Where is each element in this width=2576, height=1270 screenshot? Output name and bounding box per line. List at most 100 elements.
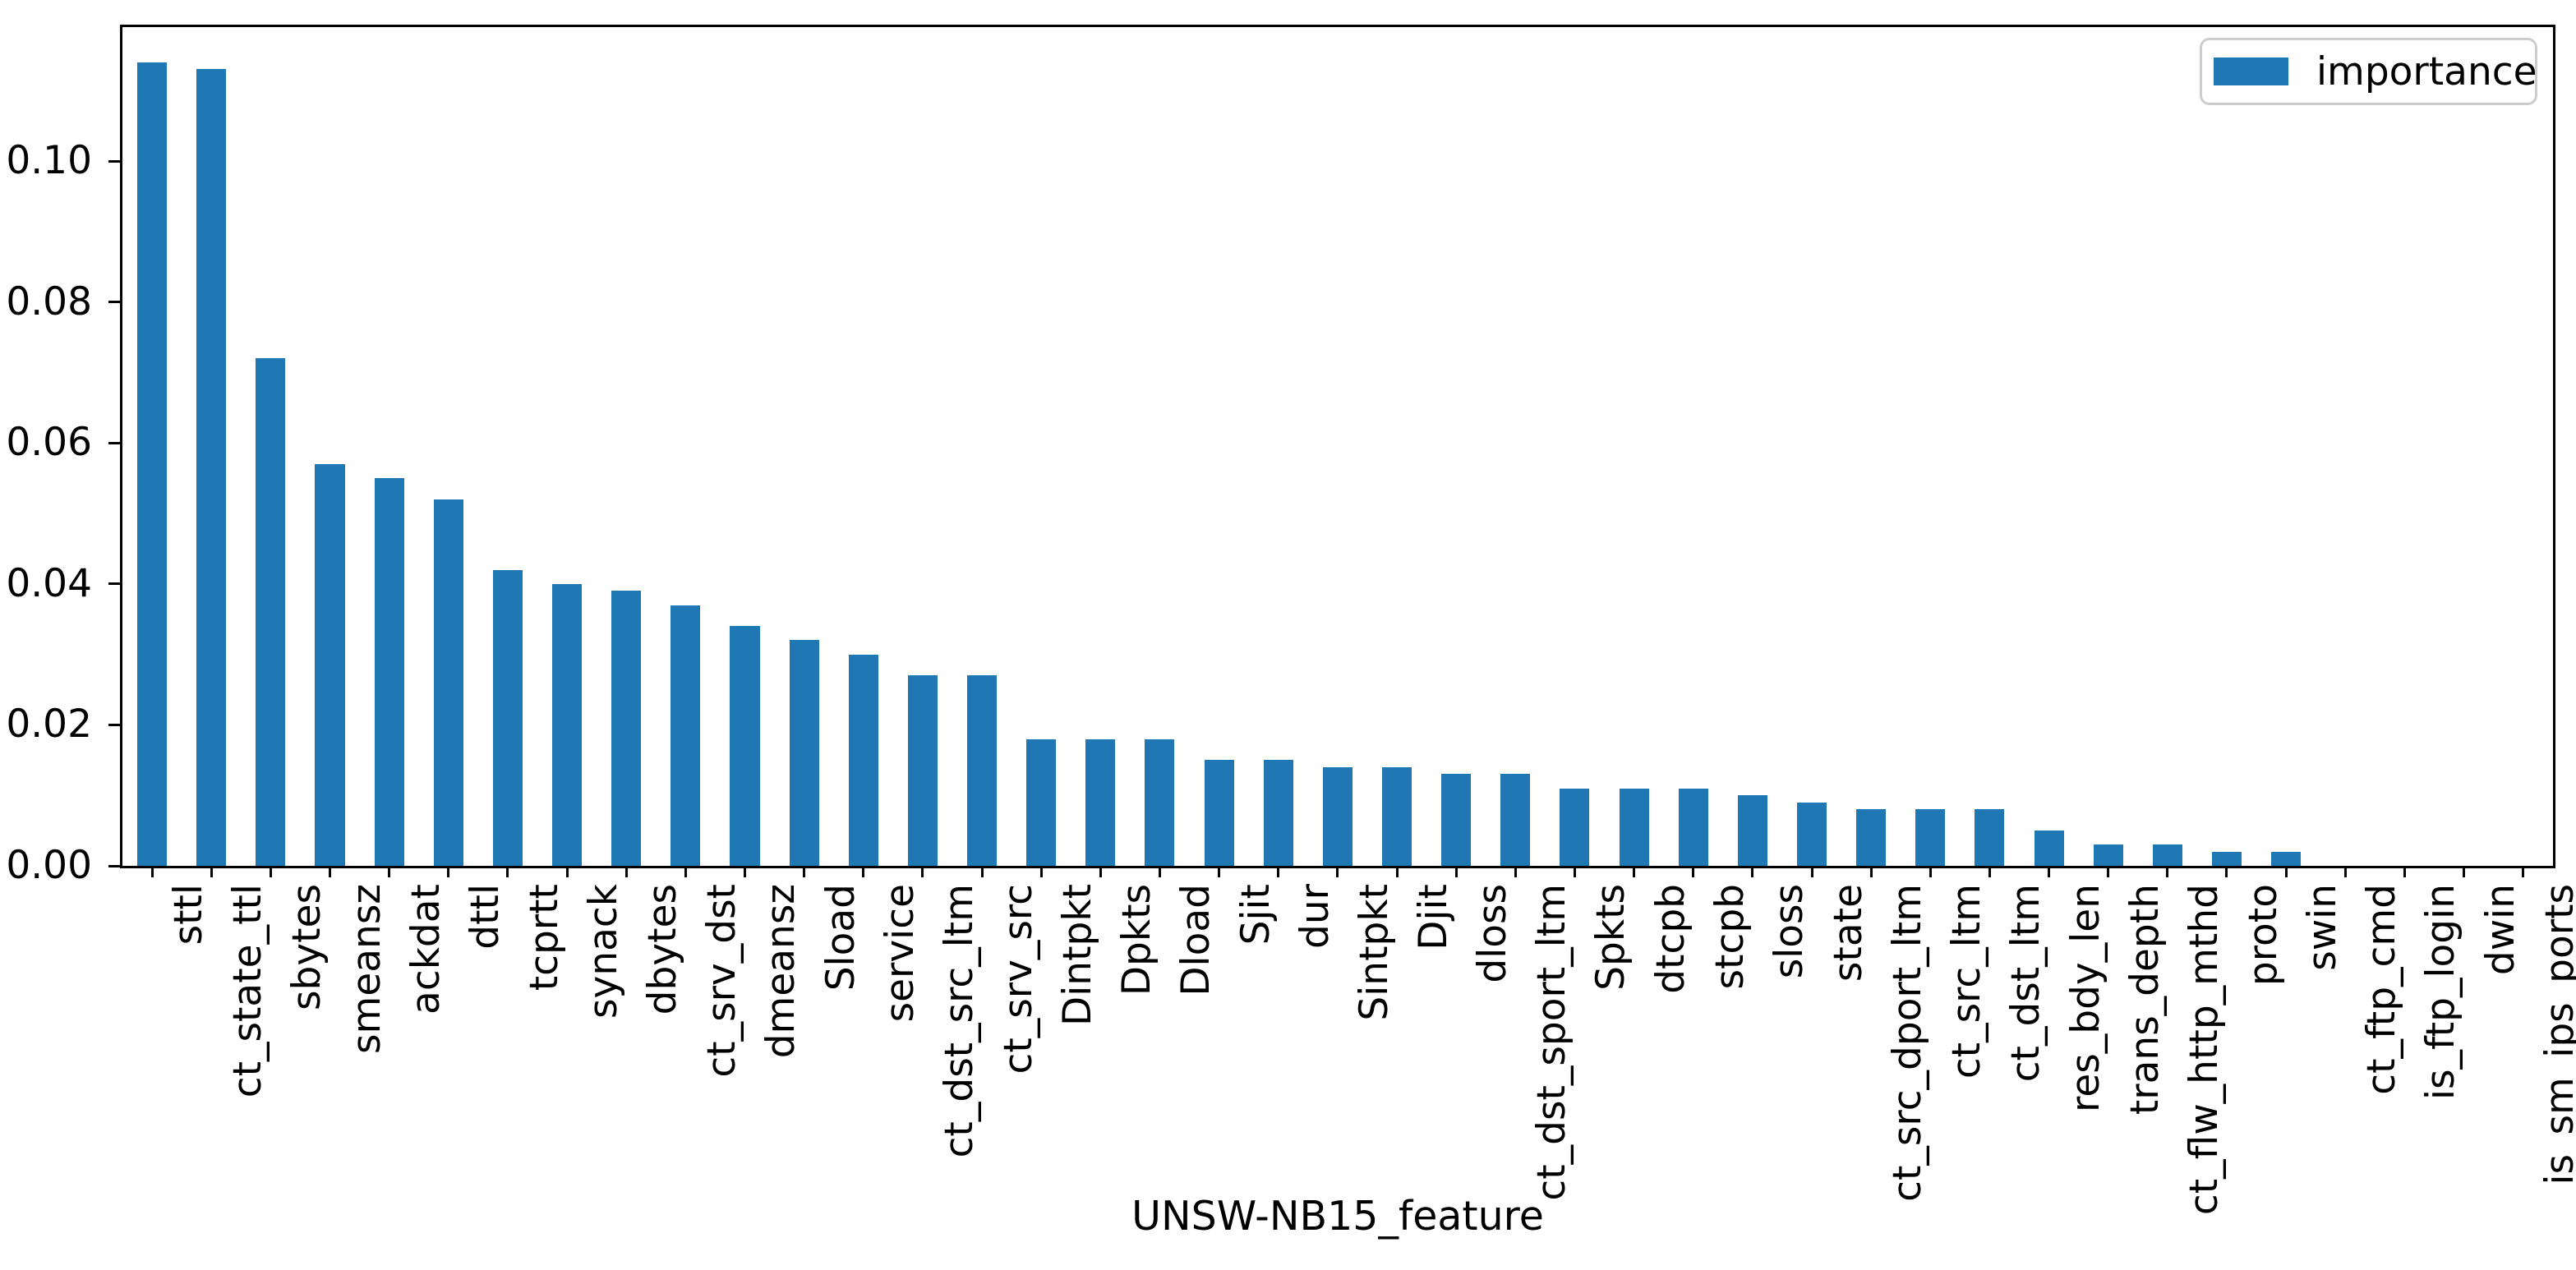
x-tick-mark <box>1336 866 1339 877</box>
x-tick-mark <box>2107 866 2110 877</box>
x-tick-mark <box>1751 866 1754 877</box>
x-tick-mark <box>862 866 865 877</box>
bar-slot-Sintpkt: Sintpkt <box>1308 27 1397 1021</box>
bar-slot-Sload: Sload <box>775 27 864 991</box>
x-tick-mark <box>1454 866 1458 877</box>
legend-swatch-importance <box>2214 58 2288 85</box>
x-tick-mark <box>506 866 509 877</box>
x-tick-mark <box>565 866 569 877</box>
bar-slot-Spkts: Spkts <box>1545 27 1634 991</box>
x-tick-mark <box>1395 866 1399 877</box>
bar-slot-smeansz: smeansz <box>300 27 389 1054</box>
bar-slot-Dintpkt: Dintpkt <box>1012 27 1100 1026</box>
y-tick-mark <box>108 159 120 163</box>
x-tick-mark <box>2048 866 2051 877</box>
bar-ct_dst_sport_ltm <box>1500 774 1531 866</box>
y-tick-label-0.00: 0.00 <box>6 843 92 888</box>
bar-Dpkts <box>1085 739 1116 866</box>
bar-slot-res_bdy_len: res_bdy_len <box>2020 27 2108 1112</box>
y-tick-label-0.06: 0.06 <box>6 420 92 466</box>
legend-label: importance <box>2316 48 2537 94</box>
y-tick-label-0.02: 0.02 <box>6 702 92 748</box>
x-tick-mark <box>2403 866 2406 877</box>
bar-slot-dtcpb: dtcpb <box>1605 27 1694 994</box>
bar-slot-dttl: dttl <box>419 27 508 950</box>
x-tick-mark <box>1810 866 1813 877</box>
bar-slot-ct_srv_src: ct_srv_src <box>952 27 1041 1074</box>
bar-slot-Dload: Dload <box>1130 27 1219 996</box>
bar-slot-is_ftp_login: is_ftp_login <box>2375 27 2463 1100</box>
bar-slot-dloss: dloss <box>1426 27 1515 983</box>
bar-service <box>848 654 878 866</box>
bar-synack <box>552 583 583 866</box>
bar-dbytes <box>611 591 642 866</box>
bar-ct_flw_http_mthd <box>2152 844 2182 866</box>
x-tick-mark <box>803 866 806 877</box>
bar-slot-dbytes: dbytes <box>597 27 685 1015</box>
bar-smeansz <box>315 463 345 866</box>
bar-ct_state_ttl <box>196 69 227 866</box>
bar-slot-state: state <box>1782 27 1871 982</box>
bar-slot-proto: proto <box>2197 27 2286 986</box>
bar-slot-sloss: sloss <box>1723 27 1812 978</box>
y-tick-mark <box>108 864 120 867</box>
x-tick-mark <box>2166 866 2169 877</box>
bar-slot-Djit: Djit <box>1367 27 1456 950</box>
bar-stcpb <box>1678 788 1708 866</box>
x-tick-mark <box>150 866 154 877</box>
y-tick-label-0.08: 0.08 <box>6 278 92 324</box>
y-tick-label-0.10: 0.10 <box>6 138 92 184</box>
bar-Sload <box>789 640 819 866</box>
bar-Sintpkt <box>1322 766 1353 866</box>
y-tick-label-0.04: 0.04 <box>6 560 92 606</box>
bar-slot-ct_state_ttl: ct_state_ttl <box>182 27 270 1097</box>
x-axis-title: UNSW-NB15_feature <box>1131 1193 1544 1240</box>
bar-slot-Dpkts: Dpkts <box>1071 27 1159 996</box>
x-tick-mark <box>743 866 746 877</box>
bar-slot-swin: swin <box>2256 27 2345 971</box>
bar-trans_depth <box>2093 844 2123 866</box>
x-tick-mark <box>447 866 450 877</box>
bar-dur <box>1263 760 1293 866</box>
bar-slot-dur: dur <box>1249 27 1338 949</box>
bar-ct_srv_src <box>967 675 998 866</box>
x-tick-mark <box>210 866 213 877</box>
x-tick-mark <box>1988 866 1991 877</box>
x-tick-mark <box>1692 866 1695 877</box>
bar-swin <box>2271 851 2302 866</box>
bar-slot-synack: synack <box>537 27 626 1019</box>
y-tick-mark <box>108 723 120 726</box>
bar-tcprtt <box>492 569 523 866</box>
bar-ct_dst_src_ltm <box>907 675 938 866</box>
bar-Sjit <box>1204 760 1234 866</box>
x-tick-mark <box>1277 866 1280 877</box>
bar-slot-ct_dst_src_ltm: ct_dst_src_ltm <box>893 27 982 1157</box>
x-tick-mark <box>2343 866 2347 877</box>
plot-area: sttl ct_state_ttl sbytes smeansz ackdat dttl t… <box>120 25 2576 1215</box>
x-tick-mark <box>1633 866 1636 877</box>
y-tick-mark <box>108 582 120 586</box>
bar-slot-ackdat: ackdat <box>360 27 449 1015</box>
x-tick-mark <box>2225 866 2228 877</box>
x-tick-mark <box>1573 866 1576 877</box>
y-tick-mark <box>108 301 120 304</box>
x-tick-mark <box>1929 866 1932 877</box>
bar-slot-ct_srv_dst: ct_srv_dst <box>656 27 744 1078</box>
x-tick-mark <box>1039 866 1043 877</box>
bar-slot-ct_ftp_cmd: ct_ftp_cmd <box>2316 27 2404 1095</box>
bar-Dintpkt <box>1026 739 1057 866</box>
bar-dloss <box>1441 774 1472 866</box>
bar-sloss <box>1737 795 1767 866</box>
x-tick-mark <box>269 866 272 877</box>
x-tick-mark <box>921 866 924 877</box>
bar-slot-ct_dst_sport_ltm: ct_dst_sport_ltm <box>1486 27 1574 1201</box>
bar-ct_src_ltm <box>1915 809 1946 866</box>
bar-ct_dst_ltm <box>1975 809 2005 866</box>
bar-sttl <box>137 62 168 866</box>
x-tick-mark <box>328 866 331 877</box>
bar-ct_src_dport_ltm <box>1856 809 1887 866</box>
legend: importance <box>2200 38 2537 105</box>
x-tick-mark <box>2284 866 2288 877</box>
x-tick-mark <box>1514 866 1517 877</box>
